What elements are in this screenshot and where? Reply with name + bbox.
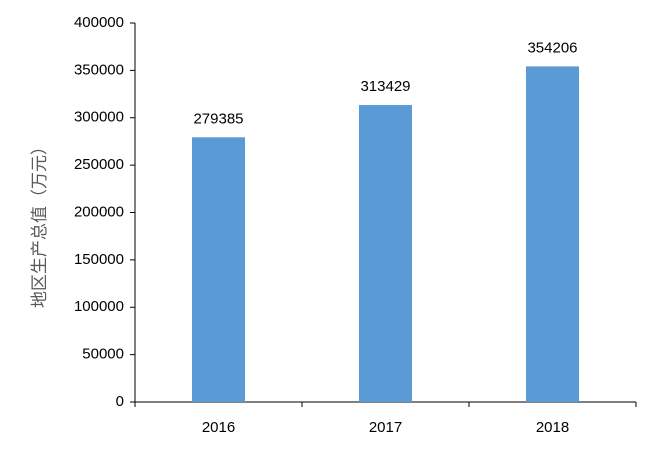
y-tick-label: 400000 [74, 14, 124, 31]
y-tick-label: 300000 [74, 109, 124, 126]
bar-2016 [192, 137, 245, 402]
y-tick-label: 350000 [74, 61, 124, 78]
x-tick-label-2018: 2018 [536, 419, 569, 436]
y-tick-label: 250000 [74, 156, 124, 173]
data-label-2018: 354206 [527, 39, 577, 56]
y-tick-label: 150000 [74, 251, 124, 268]
y-tick-label: 0 [116, 393, 124, 410]
y-axis: 0 50000 100000 150000 200000 250000 300000 3500… [74, 14, 136, 410]
y-axis-title: 地区生产总值（万元） [30, 138, 50, 308]
y-tick-label: 200000 [74, 203, 124, 220]
bar-2018 [526, 66, 579, 402]
data-label-2016: 279385 [193, 110, 243, 127]
data-label-2017: 313429 [360, 78, 410, 95]
x-tick-label-2017: 2017 [369, 419, 402, 436]
y-tick-label: 50000 [82, 346, 124, 363]
x-tick-label-2016: 2016 [202, 419, 235, 436]
data-labels: 279385 313429 354206 [193, 39, 577, 127]
bars [192, 66, 579, 402]
y-tick-label: 100000 [74, 298, 124, 315]
bar-2017 [359, 105, 412, 402]
x-axis: 2016 2017 2018 [134, 401, 637, 436]
